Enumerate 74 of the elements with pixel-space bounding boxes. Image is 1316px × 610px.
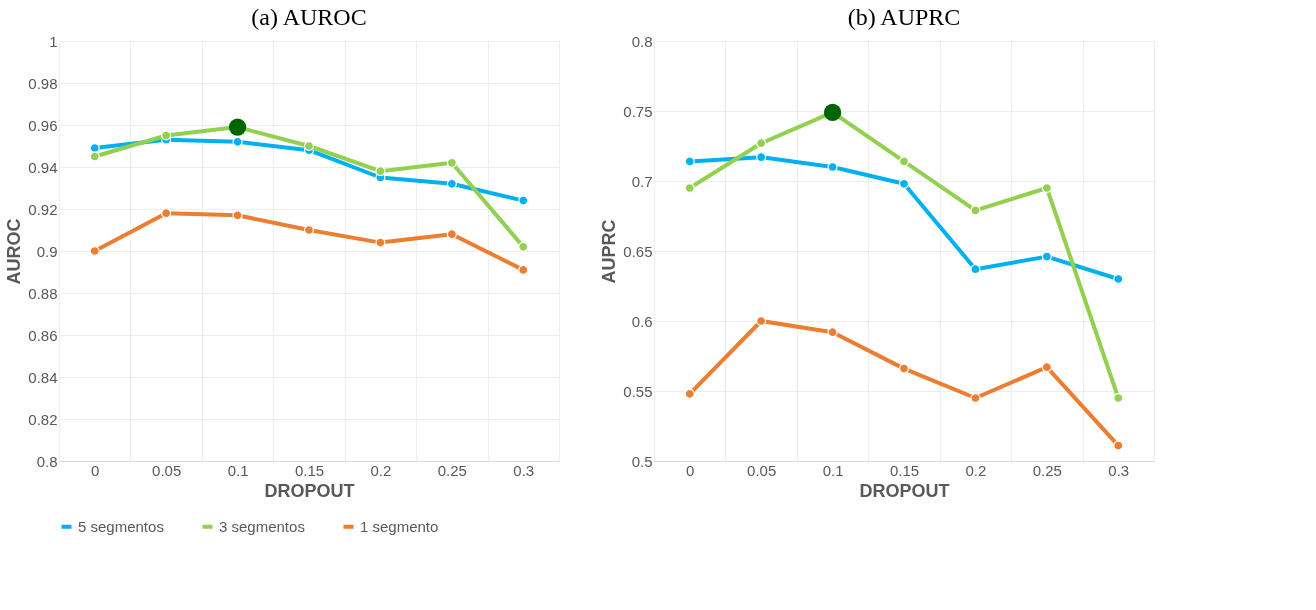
point: [518, 195, 529, 206]
y-axis-title: AUPRC: [599, 219, 620, 284]
point: [684, 388, 695, 399]
y-tick-label: 0.75: [623, 102, 653, 120]
point: [89, 245, 100, 257]
legend-label: 5 segmentos: [78, 517, 164, 535]
chart-title: (b) AUPRC: [847, 4, 961, 30]
x-tick-label: 0.15: [889, 461, 920, 479]
point: [161, 130, 172, 141]
x-tick-label: 0.25: [1032, 461, 1062, 479]
y-tick-label: 0.86: [28, 326, 58, 344]
point: [1113, 273, 1124, 285]
y-tick-label: 0.55: [623, 382, 653, 400]
point: [970, 264, 981, 275]
point: [1041, 251, 1052, 262]
x-tick-label: 0.1: [822, 461, 844, 479]
point: [684, 182, 695, 194]
point: [446, 178, 457, 189]
point: [684, 156, 695, 167]
y-tick-label: 0.88: [28, 284, 58, 302]
point: [756, 138, 767, 149]
x-tick-label: 0.05: [152, 461, 182, 479]
point: [898, 363, 910, 374]
x-tick-label: 0.1: [227, 461, 249, 479]
point: [970, 205, 981, 216]
x-tick-label: 0.05: [747, 461, 777, 479]
x-tick-label: 0.3: [1108, 461, 1130, 479]
x-tick-label: 0.25: [437, 461, 467, 479]
point: [898, 156, 910, 167]
y-tick-label: 0.8: [631, 32, 653, 50]
point: [375, 166, 386, 177]
point: [446, 229, 457, 240]
x-tick-label: 0.3: [513, 461, 535, 479]
x-axis-title: DROPOUT: [264, 480, 355, 501]
x-tick-label: 0: [686, 461, 695, 479]
y-tick-label: 0.96: [28, 116, 58, 134]
point: [89, 151, 100, 162]
point: [1041, 182, 1052, 194]
x-tick-label: 0.15: [294, 461, 325, 479]
x-tick-label: 0.2: [965, 461, 987, 479]
y-tick-label: 0.98: [28, 74, 58, 92]
point: [827, 161, 838, 173]
point: [1113, 440, 1124, 451]
y-tick-label: 0.84: [28, 368, 58, 386]
point: [1113, 392, 1124, 404]
legend-label: 3 segmentos: [219, 517, 305, 535]
legend-label: 1 segmento: [360, 517, 439, 535]
x-tick-label: 0: [91, 461, 100, 479]
point: [970, 392, 981, 404]
point: [161, 208, 172, 219]
point: [375, 237, 386, 248]
y-tick-label: 0.9: [36, 242, 58, 260]
y-tick-label: 0.5: [631, 452, 653, 470]
x-tick-label: 0.2: [370, 461, 392, 479]
y-tick-label: 0.82: [28, 410, 58, 428]
y-tick-label: 0.65: [623, 242, 653, 260]
point: [756, 315, 767, 327]
y-tick-label: 0.7: [631, 172, 653, 190]
y-axis-title: AUROC: [4, 218, 25, 285]
point: [1041, 362, 1052, 373]
y-tick-label: 0.6: [631, 312, 653, 330]
point: [232, 210, 243, 221]
point: [232, 136, 243, 147]
point: [518, 241, 529, 252]
y-tick-label: 0.92: [28, 200, 58, 218]
point: [303, 140, 315, 152]
y-tick-label: 1: [49, 32, 58, 50]
point: [827, 327, 838, 338]
point: [756, 152, 767, 163]
x-axis-title: DROPOUT: [859, 480, 950, 501]
point: [303, 224, 315, 236]
y-tick-label: 0.8: [36, 452, 58, 470]
chart-title: (a) AUROC: [251, 4, 367, 30]
y-tick-label: 0.94: [28, 158, 58, 176]
